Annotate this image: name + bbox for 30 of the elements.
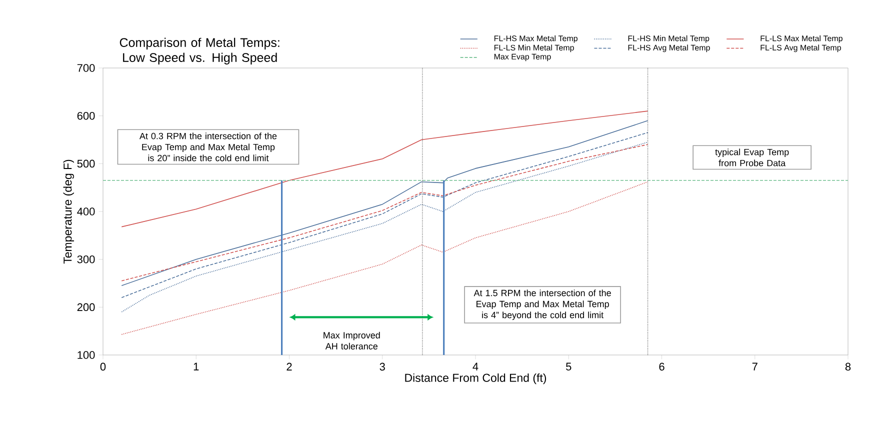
x-tick-label: 5 <box>566 362 572 370</box>
x-axis-title: Distance From Cold End (ft) <box>405 373 546 384</box>
y-tick-label: 400 <box>77 208 95 216</box>
legend-label: FL-LS Avg Metal Temp <box>760 44 841 52</box>
legend-label: FL-HS Min Metal Temp <box>628 35 710 43</box>
legend-label: FL-LS Max Metal Temp <box>760 35 842 43</box>
y-tick-label: 500 <box>77 160 95 168</box>
y-tick-label: 100 <box>78 351 95 359</box>
x-tick-label: 7 <box>752 362 758 370</box>
legend-label: FL-HS Max Metal Temp <box>494 35 578 43</box>
y-axis-title: Temperature (deg F) <box>63 160 74 264</box>
x-tick-label: 4 <box>472 362 478 370</box>
y-tick-label: 300 <box>77 255 95 264</box>
legend-label: FL-LS Min Metal Temp <box>494 44 574 52</box>
chart-title: Comparison of Metal Temps: Low Speed vs. High Speed <box>120 38 280 64</box>
x-tick-label: 2 <box>286 362 292 370</box>
annotation: At 0.3 RPM the intersection of the Evap Temp and Max Metal Temp is 20” inside the cold end limit <box>139 132 277 162</box>
annotation: At 1.5 RPM the intersection of the Evap Temp and Max Metal Temp is 4” beyond the cold end limit <box>474 290 611 320</box>
x-tick-label: 8 <box>845 362 851 371</box>
y-tick-label: 200 <box>77 303 95 312</box>
y-tick-label: 700 <box>77 64 95 72</box>
x-tick-label: 3 <box>380 362 385 371</box>
y-tick-label: 600 <box>77 112 95 120</box>
legend-label: Max Evap Temp <box>494 54 551 62</box>
x-tick-label: 1 <box>194 362 199 370</box>
annotation: typical Evap Temp from Probe Data <box>715 148 789 166</box>
annotation: Max Improved AH tolerance <box>324 332 380 350</box>
x-tick-label: 0 <box>100 362 106 371</box>
x-tick-label: 6 <box>659 362 664 371</box>
legend-label: FL-HS Avg Metal Temp <box>628 44 710 52</box>
